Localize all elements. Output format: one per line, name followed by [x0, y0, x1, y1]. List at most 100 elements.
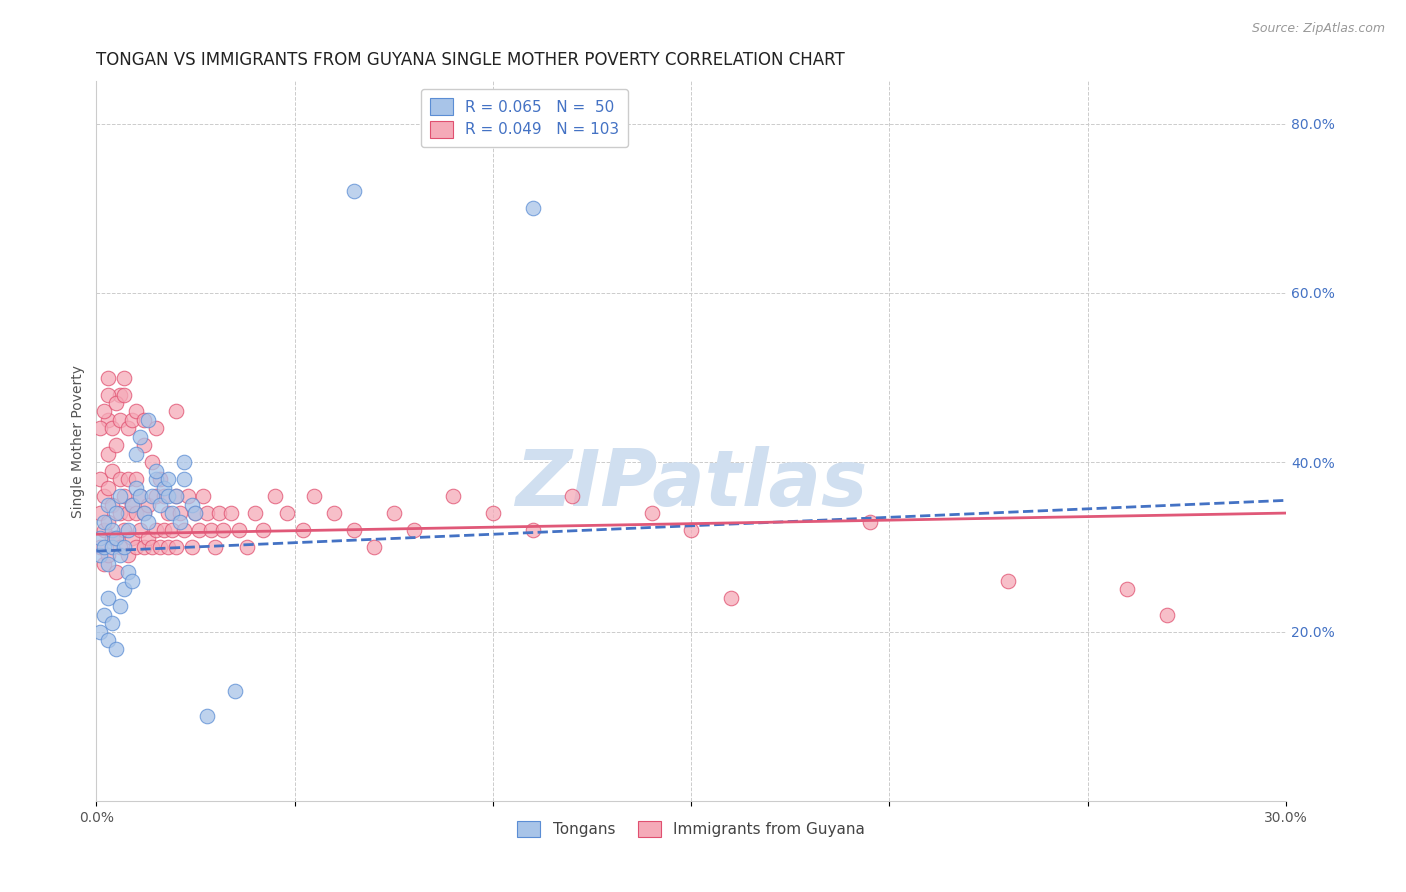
- Point: [152, 481, 174, 495]
- Point: [105, 532, 128, 546]
- Point: [681, 523, 703, 537]
- Point: [89, 472, 111, 486]
- Point: [121, 574, 143, 588]
- Point: [112, 370, 135, 384]
- Point: [129, 523, 152, 537]
- Point: [108, 387, 131, 401]
- Point: [97, 370, 120, 384]
- Point: [125, 506, 148, 520]
- Point: [997, 574, 1019, 588]
- Point: [145, 472, 167, 486]
- Point: [252, 523, 274, 537]
- Point: [93, 607, 115, 622]
- Point: [156, 540, 179, 554]
- Point: [208, 506, 231, 520]
- Point: [363, 540, 385, 554]
- Point: [89, 532, 111, 546]
- Point: [219, 506, 242, 520]
- Point: [105, 566, 128, 580]
- Point: [97, 591, 120, 605]
- Point: [101, 532, 124, 546]
- Point: [323, 506, 346, 520]
- Point: [402, 523, 425, 537]
- Point: [184, 506, 207, 520]
- Point: [720, 591, 742, 605]
- Point: [108, 549, 131, 563]
- Text: TONGAN VS IMMIGRANTS FROM GUYANA SINGLE MOTHER POVERTY CORRELATION CHART: TONGAN VS IMMIGRANTS FROM GUYANA SINGLE …: [97, 51, 845, 69]
- Point: [93, 523, 115, 537]
- Point: [193, 489, 215, 503]
- Point: [112, 387, 135, 401]
- Point: [125, 472, 148, 486]
- Point: [145, 489, 167, 503]
- Point: [117, 523, 139, 537]
- Point: [101, 464, 124, 478]
- Point: [141, 489, 163, 503]
- Point: [156, 506, 179, 520]
- Point: [125, 447, 148, 461]
- Point: [859, 515, 882, 529]
- Point: [165, 404, 187, 418]
- Point: [117, 506, 139, 520]
- Point: [184, 506, 207, 520]
- Point: [276, 506, 298, 520]
- Point: [561, 489, 583, 503]
- Point: [145, 523, 167, 537]
- Point: [156, 472, 179, 486]
- Point: [112, 523, 135, 537]
- Point: [343, 523, 366, 537]
- Point: [129, 489, 152, 503]
- Point: [121, 532, 143, 546]
- Point: [136, 532, 159, 546]
- Text: Source: ZipAtlas.com: Source: ZipAtlas.com: [1251, 22, 1385, 36]
- Legend: Tongans, Immigrants from Guyana: Tongans, Immigrants from Guyana: [512, 814, 872, 844]
- Point: [121, 498, 143, 512]
- Point: [197, 709, 219, 723]
- Point: [152, 489, 174, 503]
- Point: [165, 540, 187, 554]
- Point: [129, 430, 152, 444]
- Point: [180, 540, 202, 554]
- Point: [121, 413, 143, 427]
- Point: [117, 472, 139, 486]
- Point: [160, 506, 183, 520]
- Point: [97, 557, 120, 571]
- Point: [105, 506, 128, 520]
- Point: [93, 557, 115, 571]
- Point: [89, 624, 111, 639]
- Point: [343, 185, 366, 199]
- Point: [228, 523, 250, 537]
- Point: [93, 540, 115, 554]
- Point: [291, 523, 314, 537]
- Point: [136, 498, 159, 512]
- Point: [1156, 607, 1178, 622]
- Point: [212, 523, 235, 537]
- Point: [173, 455, 195, 469]
- Point: [101, 498, 124, 512]
- Point: [263, 489, 285, 503]
- Point: [136, 515, 159, 529]
- Point: [169, 506, 191, 520]
- Point: [640, 506, 662, 520]
- Point: [188, 523, 211, 537]
- Point: [97, 498, 120, 512]
- Point: [125, 540, 148, 554]
- Point: [97, 515, 120, 529]
- Point: [108, 599, 131, 614]
- Point: [117, 566, 139, 580]
- Point: [93, 515, 115, 529]
- Point: [101, 540, 124, 554]
- Point: [441, 489, 464, 503]
- Point: [152, 523, 174, 537]
- Point: [125, 404, 148, 418]
- Point: [117, 549, 139, 563]
- Point: [132, 438, 155, 452]
- Point: [141, 455, 163, 469]
- Point: [304, 489, 326, 503]
- Point: [156, 489, 179, 503]
- Point: [101, 421, 124, 435]
- Point: [136, 413, 159, 427]
- Point: [97, 413, 120, 427]
- Point: [121, 498, 143, 512]
- Point: [89, 540, 111, 554]
